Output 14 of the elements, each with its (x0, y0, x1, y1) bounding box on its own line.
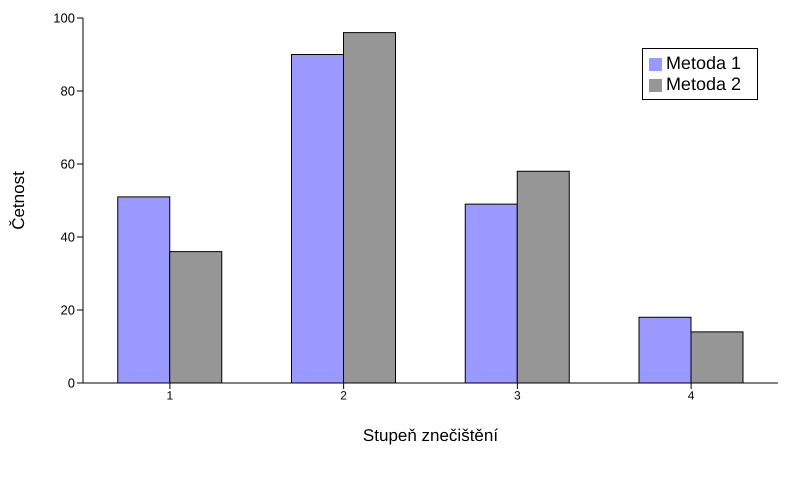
x-tick-label: 2 (340, 388, 348, 403)
y-tick-label: 60 (60, 156, 75, 172)
x-tick-label: 3 (514, 388, 522, 403)
y-tick-label: 0 (68, 376, 75, 391)
x-axis-title: Stupeň znečištění (362, 426, 498, 445)
x-tick-label: 4 (688, 388, 695, 403)
y-tick-label: 80 (60, 84, 75, 99)
y-axis-title: Četnost (9, 170, 28, 230)
legend-label: Metoda 2 (666, 74, 741, 94)
y-tick-label: 20 (60, 302, 75, 318)
y-tick-label: 40 (60, 230, 75, 245)
y-tick-label: 100 (53, 10, 75, 26)
legend-label: Metoda 1 (666, 53, 741, 73)
x-tick-label: 1 (166, 388, 174, 403)
